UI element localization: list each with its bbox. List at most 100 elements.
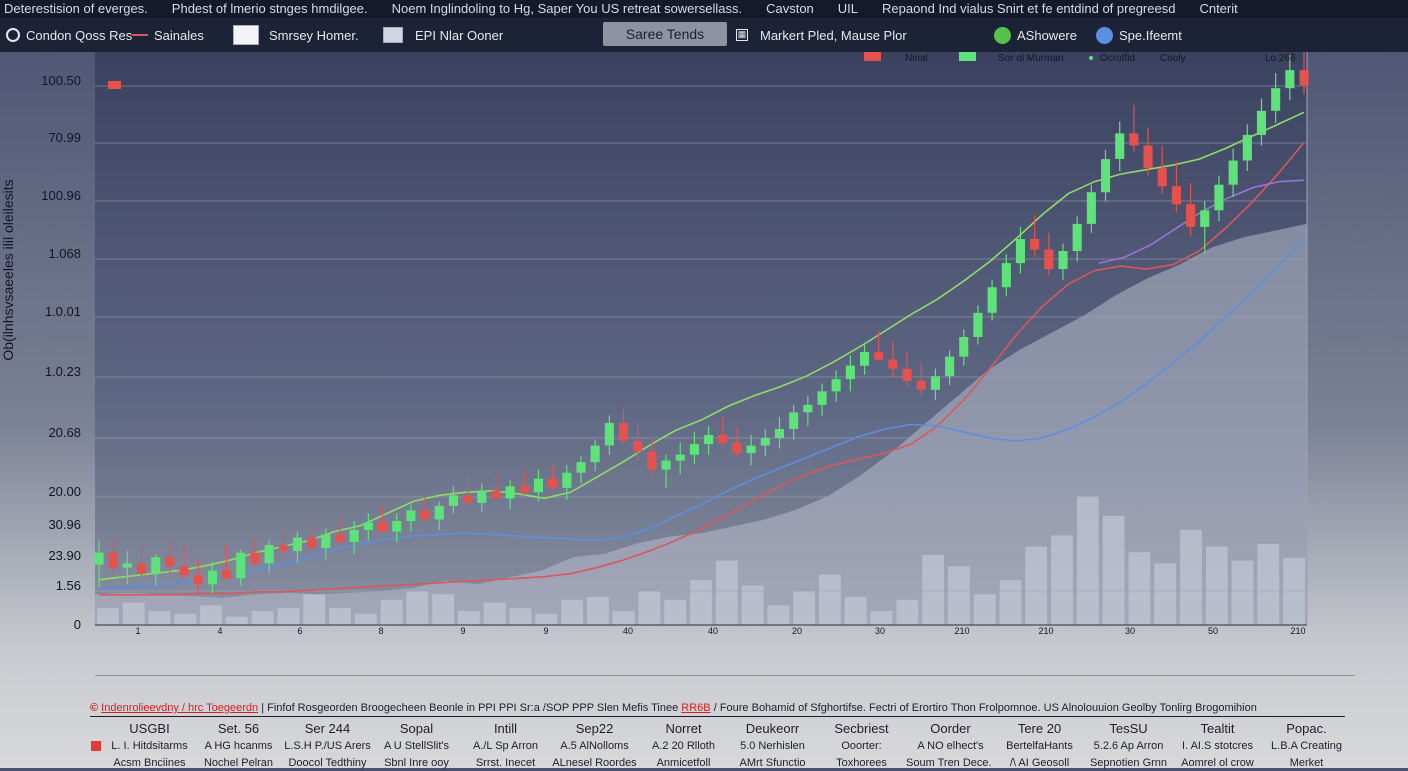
y-tick-label: 100.96 xyxy=(41,188,81,203)
legend-nirial: Nirial xyxy=(905,53,928,64)
volume-bar xyxy=(1025,546,1048,625)
red-square-icon xyxy=(91,741,101,751)
candle-up xyxy=(930,376,940,390)
blue-dot-icon xyxy=(1096,26,1113,44)
candle-down xyxy=(1157,168,1167,187)
candle-down xyxy=(491,490,501,499)
sainales-toggle[interactable]: Sainales xyxy=(132,18,204,52)
volume-layer xyxy=(95,223,1307,626)
candlestick-chart[interactable]: 100.50 70.99 100.96 1.068 1.0.01 1.0.23 20.68 2… xyxy=(0,52,1408,652)
ashowere-label: AShowere xyxy=(1017,27,1077,43)
menu-item-2[interactable]: Phdest of lmerio stnges hmdilgee. xyxy=(171,1,368,16)
sainales-label: Sainales xyxy=(154,27,204,43)
candle-up xyxy=(689,444,699,455)
ashowere-toggle[interactable]: AShowere xyxy=(994,18,1077,52)
candle-up xyxy=(987,287,997,313)
volume-bar xyxy=(1076,496,1099,625)
volume-bar xyxy=(741,585,764,625)
volume-bar xyxy=(535,613,558,625)
candle-up xyxy=(349,530,359,543)
volume-bar xyxy=(1180,529,1202,625)
menu-item-6[interactable]: Repaond Ind vialus Snirt et fe entdind o… xyxy=(882,1,1176,16)
spelfit-toggle[interactable]: Spe.Ifeemt xyxy=(1096,18,1182,52)
y-tick-label: 100.50 xyxy=(41,73,81,88)
x-tick-label: 210 xyxy=(954,626,969,636)
candle-down xyxy=(1186,204,1196,227)
candle-down xyxy=(222,570,232,579)
volume-bar xyxy=(948,566,970,625)
epi-toggle[interactable]: EPI Nlar Ooner xyxy=(383,18,503,52)
table-cell: Ooorter: xyxy=(841,739,882,752)
x-tick-label: 210 xyxy=(1038,626,1053,636)
table-cell: A NO elhect's xyxy=(917,739,984,752)
white-swatch-icon xyxy=(233,25,259,45)
volume-bar xyxy=(1231,560,1254,625)
legend-swatch-red xyxy=(108,81,121,89)
candle-down xyxy=(619,422,629,441)
volume-bar xyxy=(844,597,867,625)
table-cell: ALnesel Roordes xyxy=(552,756,637,769)
candle-down xyxy=(1129,133,1139,146)
radio-icon xyxy=(6,28,20,42)
volume-bar xyxy=(819,574,841,625)
table-header: Oorder xyxy=(930,721,971,736)
x-tick-label: 210 xyxy=(1290,626,1305,636)
legend-nirial-swatch xyxy=(864,52,881,61)
candle-up xyxy=(1115,133,1125,159)
y-tick-label: 0 xyxy=(74,617,81,632)
candle-up xyxy=(576,462,586,473)
candle-up xyxy=(151,557,161,574)
candle-up xyxy=(1015,239,1025,264)
y-tick-label: 30.96 xyxy=(48,517,81,532)
table-cell: 5.0 Nerhislen xyxy=(740,739,805,752)
top-menu-bar: Deterestision of everges. Phdest of lmer… xyxy=(0,0,1408,18)
menu-item-1[interactable]: Deterestision of everges. xyxy=(4,1,148,16)
condon-control[interactable]: Condon Qoss Res xyxy=(6,18,132,52)
legend-sor-swatch xyxy=(959,52,976,61)
y-tick-label: 1.0.23 xyxy=(45,364,81,379)
y-axis: 100.50 70.99 100.96 1.068 1.0.01 1.0.23 20.68 2… xyxy=(41,73,81,632)
table-cell: A.2 20 Rlloth xyxy=(652,739,715,752)
candle-down xyxy=(1030,239,1040,250)
legend-lo: Lo 266 xyxy=(1265,53,1296,64)
menu-item-3[interactable]: Noem Inglindoling to Hg, Saper You US re… xyxy=(391,1,743,16)
menu-item-4[interactable]: Cavston xyxy=(766,1,814,16)
table-cell: L. I. Hitdsitarms xyxy=(111,739,188,752)
candle-down xyxy=(378,522,388,532)
table-cell: Merket xyxy=(1289,756,1324,769)
table-cell: I. AI.S stotcres xyxy=(1182,739,1253,752)
table-cell: /\ AI Geosoll xyxy=(1009,756,1070,769)
x-tick-label: 1 xyxy=(135,626,140,636)
x-tick-label: 4 xyxy=(217,626,222,636)
candle-up xyxy=(562,472,572,488)
volume-bar xyxy=(251,611,274,625)
candle-up xyxy=(945,356,955,377)
notice-link[interactable]: Indenrolieevdny / hrc Toegeerdn xyxy=(101,702,259,714)
volume-bar xyxy=(380,599,403,625)
smrsey-toggle[interactable]: Smrsey Homer. xyxy=(233,18,359,52)
market-toggle[interactable]: ▦ Markert Pled, Mause Plor xyxy=(736,18,907,52)
epi-label: EPI Nlar Ooner xyxy=(415,27,504,43)
volume-bar xyxy=(509,608,532,625)
volume-bar xyxy=(715,560,738,625)
x-tick-label: 9 xyxy=(543,626,548,636)
table-cell: 5.2.6 Ap Arron xyxy=(1093,739,1164,752)
volume-bar xyxy=(587,597,609,625)
table-header: Sopal xyxy=(399,721,434,736)
legend-ocrotfid-dot xyxy=(1089,56,1093,60)
legend-cooly: Cooly xyxy=(1160,53,1186,64)
volume-bar xyxy=(483,602,506,625)
candle-up xyxy=(321,534,331,549)
grey-swatch-icon xyxy=(383,27,403,43)
table-header: Set. 56 xyxy=(217,721,260,736)
table-cell: Doocol Tedthiny xyxy=(288,756,367,769)
candle-down xyxy=(179,566,189,576)
candle-down xyxy=(732,442,742,454)
table-cell: L.B.A Creating xyxy=(1271,739,1342,752)
menu-item-5[interactable]: UIL xyxy=(837,1,859,16)
volume-bar xyxy=(896,599,919,625)
tab-series-trends[interactable]: Saree Tends xyxy=(603,22,727,46)
candle-up xyxy=(973,312,983,337)
menu-item-7[interactable]: Cnterit xyxy=(1199,1,1238,16)
volume-bar xyxy=(793,591,816,625)
